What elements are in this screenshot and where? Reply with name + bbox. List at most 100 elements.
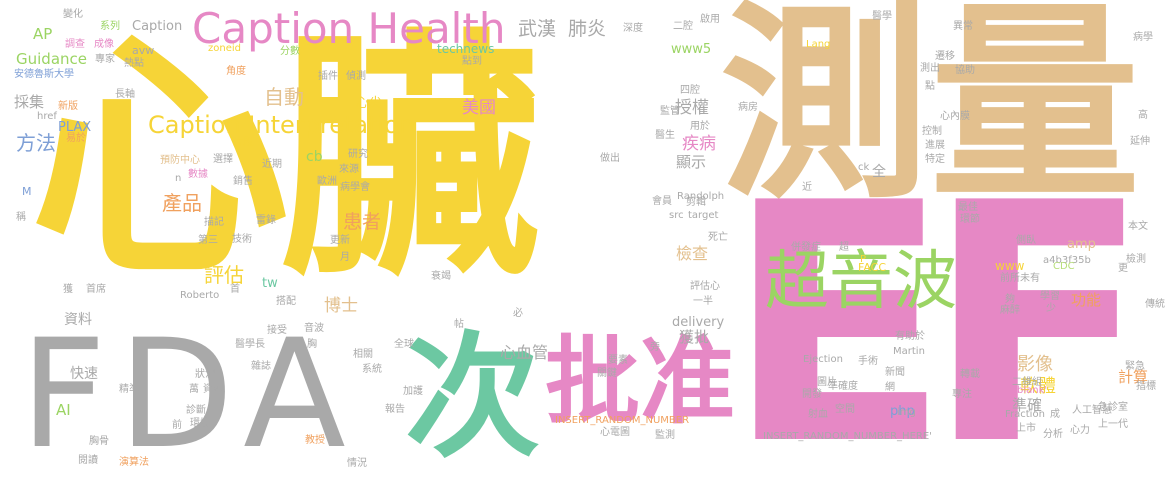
word-fda: FDA — [20, 308, 358, 482]
word-tupian: 圖片 — [817, 377, 837, 388]
word-disan: 第三 — [198, 235, 218, 246]
word-php: php — [890, 404, 915, 419]
word-quanqiu: 全球 — [394, 339, 414, 350]
word-xinxueguan: 心血管 — [500, 343, 549, 362]
word-yanshen: 延伸 — [1130, 136, 1150, 147]
word-cdc: CDC — [1053, 261, 1075, 272]
word-xinli: 心力 — [1070, 425, 1090, 436]
word-xinban: 新版 — [58, 101, 78, 112]
word-yingxiang: 影像 — [1017, 354, 1053, 375]
word-caption: Caption — [132, 19, 183, 34]
word-jibing: 疾病 — [682, 134, 716, 154]
word-pingguxin: 評估心 — [690, 281, 720, 292]
word-baogao: 報告 — [385, 404, 405, 415]
word-redian: 熱點 — [124, 58, 144, 69]
word-bingfazheng: 併發症 — [791, 242, 821, 253]
word-src: src — [669, 210, 684, 221]
word-chanpin: 產品 — [162, 191, 202, 215]
word-ejection: Ejection — [803, 354, 843, 365]
word-jiance2: 檢測 — [1126, 254, 1146, 265]
word-zhenduan: 診斷 — [186, 405, 206, 416]
word-chao-yin-bo: 超音波 — [765, 245, 957, 319]
word-dapei: 搭配 — [276, 296, 296, 307]
word-kaifa: 開發 — [802, 389, 822, 400]
word-fangfa: 方法 — [16, 131, 56, 155]
word-jinqi: 近期 — [262, 159, 282, 170]
word-huanjing: 環境 — [190, 418, 210, 429]
word-href: href — [37, 111, 57, 122]
word-huanjie: 環節 — [960, 214, 980, 225]
word-xitong: 系統 — [362, 364, 382, 375]
word-yongyu: 用於 — [690, 121, 710, 132]
word-www: www — [995, 259, 1025, 273]
word-jiancha: 檢查 — [676, 244, 709, 263]
word-xionggu: 胸骨 — [89, 436, 109, 447]
word-jisuan: 計算 — [1118, 368, 1149, 386]
word-youzhuyu: 有助於 — [895, 331, 925, 342]
word-xinjian: 心尖 — [356, 96, 383, 111]
word-jiance: 監測 — [655, 430, 675, 441]
word-zhuanjia: 專家 — [95, 54, 115, 65]
word-yinbo: 音波 — [304, 323, 324, 334]
word-zhibiao: 指標 — [1136, 381, 1156, 392]
word-kongzhi: 控制 — [922, 126, 942, 137]
word-xiong: 胸 — [307, 339, 317, 350]
word-kongjian: 空間 — [835, 404, 855, 415]
word-yue: 月 — [340, 252, 350, 263]
word-ruanti: 軟體 — [1020, 376, 1056, 397]
word-plax: PLAX — [58, 120, 92, 135]
word-huo: 獲 — [63, 284, 73, 295]
word-quan: 全 — [872, 164, 886, 180]
word-yansuanfa: 演算法 — [119, 457, 149, 468]
word-geng: 更 — [1118, 263, 1128, 274]
word-ai: AI — [56, 401, 71, 419]
word-bingfang: 病房 — [738, 102, 758, 113]
word-siwang: 死亡 — [708, 232, 728, 243]
word-xiaoshou: 銷售 — [233, 176, 253, 187]
word-img: img — [897, 407, 916, 418]
word-xiezhu: 協助 — [955, 65, 975, 76]
word-xilie: 系列 — [100, 21, 120, 32]
word-cechu: 測出 — [920, 63, 940, 74]
word-erweizu: 二維組 — [1012, 377, 1042, 388]
word-shouxi: 首席 — [86, 284, 106, 295]
word-zhuanzhu: 專注 — [952, 389, 972, 400]
word-diaocha: 調查 — [65, 39, 85, 50]
word-xianshi: 顯示 — [676, 153, 707, 171]
word-pi-zhun: 批准 — [545, 327, 736, 437]
word-fenxi: 分析 — [1043, 429, 1063, 440]
word-amp: amp — [1067, 237, 1096, 252]
word-fenshu: 分數 — [280, 46, 300, 57]
word-insert-random-number: INSERT_RANDOM_NUMBER — [555, 415, 690, 426]
word-pang: 旁 — [650, 342, 660, 353]
word-chengxiang: 成像 — [94, 39, 114, 50]
word-jianguan: 監管 — [660, 106, 680, 117]
word-siqiang: 四腔 — [680, 85, 700, 96]
word-zidong: 自動 — [264, 85, 304, 109]
word-jiaoshou: 教授 — [305, 435, 325, 446]
word-erqiang: 二腔 — [673, 21, 693, 32]
word-rengongzhihui: 人工智慧 — [1072, 405, 1112, 416]
word-ouzhou: 歐洲 — [317, 176, 337, 187]
word-ziliao: 資料 — [64, 312, 92, 328]
word-chao: 超 — [839, 242, 849, 253]
word-m: M — [22, 185, 32, 198]
word-yichang: 異常 — [953, 21, 973, 32]
word-qian: 前 — [172, 420, 182, 431]
word-xinneimo: 心內膜 — [940, 111, 970, 122]
word-delivery: delivery — [672, 315, 725, 330]
word-n: n — [175, 173, 182, 184]
word-caption-interpretation: Caption Interpretation — [148, 111, 415, 139]
word-shouquan: 授權 — [675, 98, 709, 118]
word-chajian: 插件 — [318, 71, 338, 82]
word-zazhi: 雜誌 — [251, 361, 271, 372]
word-shangshi: 上市 — [1016, 423, 1036, 434]
word-yiban: 一半 — [693, 296, 713, 307]
word-cb: cb — [306, 149, 323, 165]
word-tw: tw — [262, 276, 278, 291]
word-ef: EF — [725, 133, 1151, 482]
word-huanzhe: 患者 — [343, 211, 382, 233]
word-chuantong: 傳統 — [1145, 299, 1165, 310]
word-wuhan: 武漢 — [518, 18, 557, 40]
